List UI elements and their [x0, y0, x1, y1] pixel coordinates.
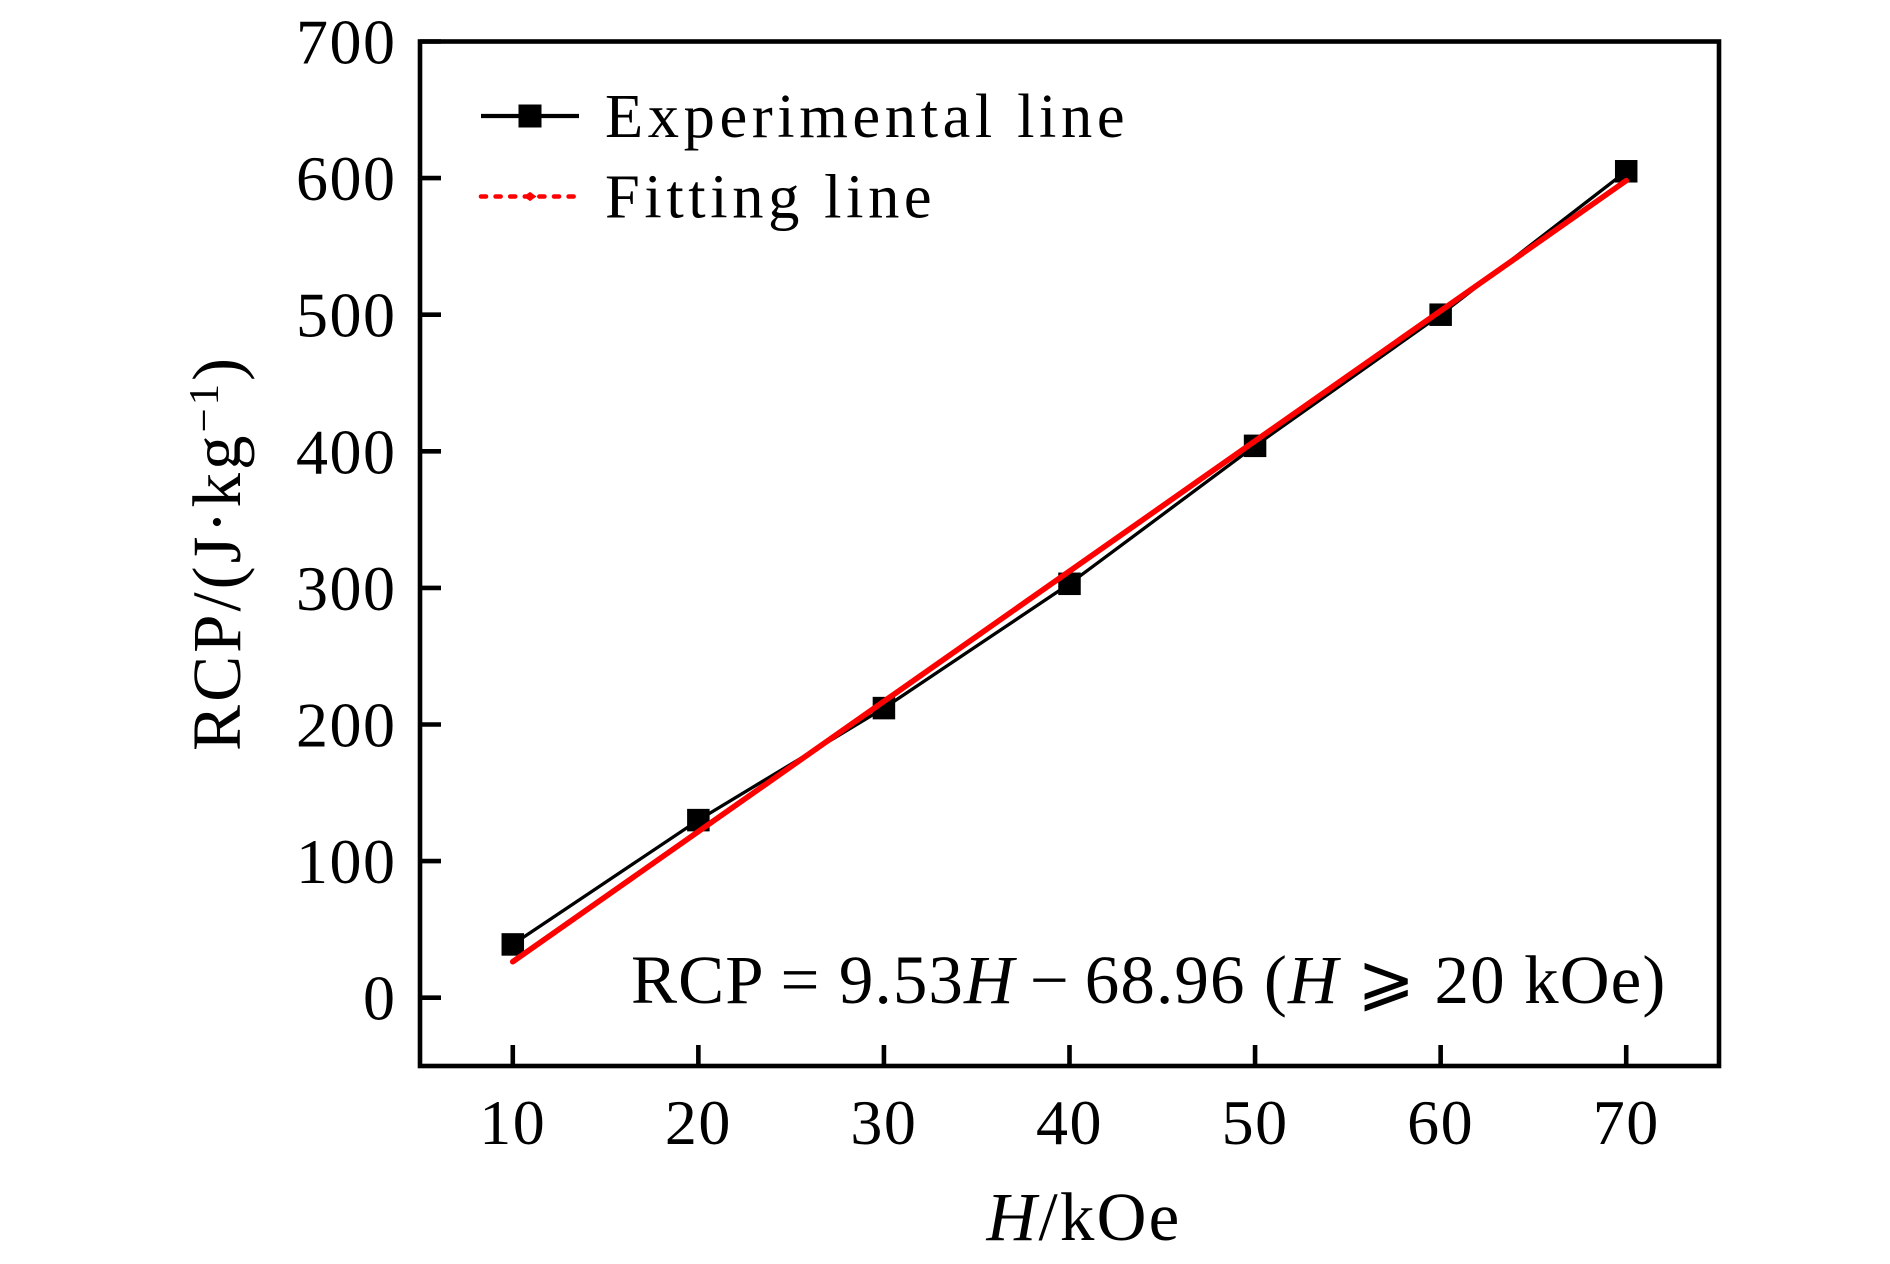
legend: Experimental line Fitting line	[478, 81, 1129, 232]
fit-equation-annotation: RCP = 9.53H − 68.96 (H ⩾ 20 kOe)	[631, 942, 1666, 1018]
y-tick-label-700: 700	[296, 7, 397, 78]
x-tick-label-10: 10	[479, 1087, 546, 1158]
data-series	[501, 160, 1638, 965]
x-tick-label-30: 30	[850, 1087, 917, 1158]
x-tick-label-20: 20	[665, 1087, 732, 1158]
legend-item-fitting: Fitting line	[478, 162, 936, 232]
y-tick-label-600: 600	[296, 143, 397, 214]
legend-experimental-label: Experimental line	[605, 81, 1129, 151]
fitting-line	[509, 177, 1630, 965]
experimental-line	[511, 169, 1628, 946]
legend-fitting-label: Fitting line	[605, 162, 936, 232]
y-tick-label-100: 100	[296, 826, 397, 897]
x-tick-label-40: 40	[1036, 1087, 1103, 1158]
y-axis-title: RCP/(J·kg−1)	[179, 355, 255, 751]
y-tick-label-300: 300	[296, 553, 397, 624]
y-tick-label-200: 200	[296, 690, 397, 761]
y-tick-label-0: 0	[363, 963, 397, 1034]
legend-experimental-marker	[518, 104, 542, 128]
x-tick-label-50: 50	[1222, 1087, 1289, 1158]
x-tick-label-70: 70	[1593, 1087, 1660, 1158]
legend-fitting-marker	[523, 191, 537, 202]
axis-titles: H/kOe RCP/(J·kg−1)	[179, 355, 1182, 1255]
x-axis-title: H/kOe	[986, 1179, 1182, 1255]
experimental-marker-10	[501, 933, 525, 956]
experimental-marker-70	[1614, 160, 1638, 183]
y-tick-label-400: 400	[296, 416, 397, 487]
y-tick-label-500: 500	[296, 280, 397, 351]
x-tick-label-60: 60	[1407, 1087, 1474, 1158]
axis-ticks	[420, 39, 1629, 1066]
legend-item-experimental: Experimental line	[481, 81, 1129, 151]
